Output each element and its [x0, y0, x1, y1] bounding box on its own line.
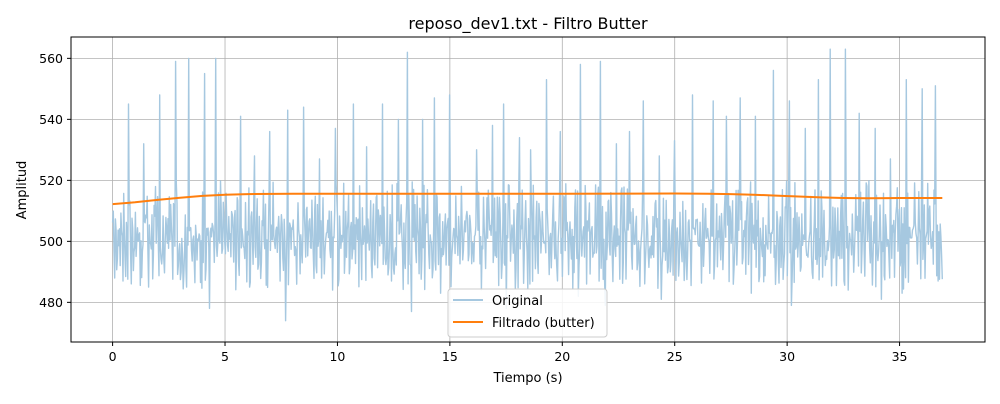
- legend-label-filtered: Filtrado (butter): [492, 316, 595, 331]
- y-tick-label: 540: [39, 112, 63, 127]
- legend-label-original: Original: [492, 294, 543, 309]
- legend: Original Filtrado (butter): [447, 288, 608, 338]
- x-tick-label: 25: [667, 349, 683, 364]
- x-tick-label: 35: [892, 349, 908, 364]
- y-tick-label: 560: [39, 51, 63, 66]
- y-tick-label: 520: [39, 173, 63, 188]
- x-tick-label: 20: [554, 349, 570, 364]
- x-tick-label: 15: [442, 349, 458, 364]
- y-axis-label: Amplitud: [15, 161, 30, 220]
- plot-frame: [70, 36, 986, 343]
- series-layer: [111, 48, 943, 322]
- x-axis-label: Tiempo (s): [492, 371, 562, 386]
- axis-ticks: 0 5 10 15 20 25 30 35 480 500 520 540 560: [39, 51, 907, 364]
- series-line-original: [111, 48, 943, 322]
- y-tick-label: 500: [39, 234, 63, 249]
- chart-title: reposo_dev1.txt - Filtro Butter: [408, 14, 648, 34]
- x-tick-label: 5: [221, 349, 229, 364]
- series-line-filtered: [112, 192, 943, 206]
- x-tick-label: 10: [329, 349, 345, 364]
- x-tick-label: 0: [109, 349, 117, 364]
- legend-box: [447, 288, 608, 338]
- x-tick-label: 30: [779, 349, 795, 364]
- y-tick-label: 480: [39, 295, 63, 310]
